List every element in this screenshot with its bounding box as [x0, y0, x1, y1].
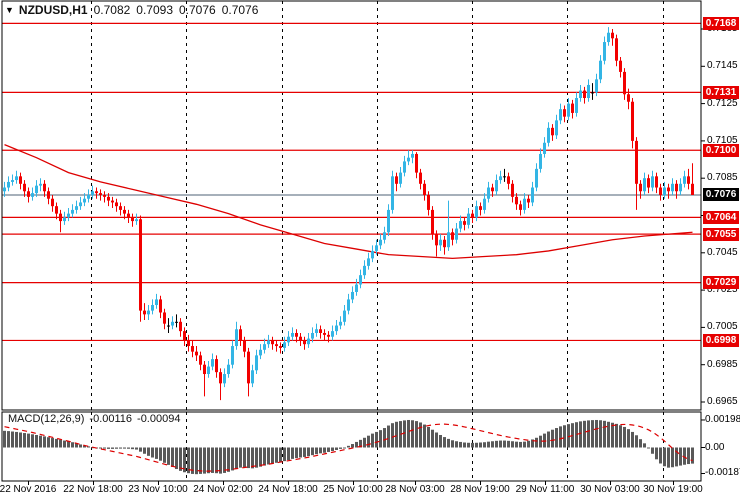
price-axis-label: 0.7085: [707, 172, 738, 184]
ohlc-open: 0.7082: [93, 3, 131, 17]
price-axis-label: 0.7105: [707, 134, 738, 146]
price-level-badge: 0.7100: [703, 143, 739, 157]
time-axis-label: 24 Nov 18:00: [258, 484, 318, 495]
macd-signal-value: -0.00094: [137, 413, 181, 425]
ohlc-low: 0.7076: [179, 3, 216, 17]
price-level-badge: 0.7131: [703, 85, 739, 99]
price-axis-label: 0.7125: [707, 97, 738, 109]
time-axis-label: 28 Nov 19:00: [450, 484, 510, 495]
chart-title: ▼ NZDUSD,H1 0.7082 0.7093 0.7076 0.7076: [5, 3, 258, 17]
price-level-badge: 0.7029: [703, 276, 739, 290]
symbol-direction-icon: ▼: [5, 5, 14, 15]
price-level-badge: 0.7064: [703, 210, 739, 224]
candles: [3, 27, 694, 401]
price-axis-label: 0.6985: [707, 358, 738, 370]
time-axis-label: 29 Nov 11:00: [515, 484, 575, 495]
macd-value: -0.00116: [89, 413, 133, 425]
macd-axis-label: 0.00198: [705, 413, 740, 425]
ohlc-high: 0.7093: [136, 3, 173, 17]
time-axis-label: 22 Nov 2016: [0, 484, 57, 495]
price-axis-label: 0.7005: [707, 321, 738, 333]
time-axis-label: 25 Nov 10:00: [323, 484, 383, 495]
time-axis-label: 30 Nov 19:00: [643, 484, 703, 495]
time-axis-label: 23 Nov 10:00: [128, 484, 188, 495]
time-axis-label: 30 Nov 03:00: [580, 484, 640, 495]
ohlc-close: 0.7076: [221, 3, 259, 17]
time-axis-label: 24 Nov 02:00: [193, 484, 253, 495]
time-axis-label: 22 Nov 18:00: [63, 484, 123, 495]
macd-pane-frame: [1, 411, 702, 482]
symbol-period-label: NZDUSD,H1: [18, 3, 88, 17]
current-price-badge: 0.7076: [703, 188, 739, 202]
price-axis-label: 0.7045: [707, 246, 738, 258]
moving-average-line: [4, 144, 693, 260]
macd-name: MACD(12,26,9): [8, 413, 85, 425]
macd-indicator-label: MACD(12,26,9) -0.00116 -0.00094: [8, 413, 180, 425]
price-axis-label: 0.7145: [707, 60, 738, 72]
price-axis-label: 0.6965: [707, 396, 738, 407]
macd-axis-label: 0.00: [705, 441, 725, 453]
macd-pane[interactable]: [3, 412, 694, 481]
price-level-badge: 0.7168: [703, 16, 739, 30]
main-pane-frame: [1, 0, 702, 411]
time-axis-label: 28 Nov 03:00: [385, 484, 445, 495]
macd-histogram: [3, 419, 694, 475]
macd-axis-label: -0.00187: [705, 467, 740, 479]
macd-signal-line: [4, 423, 693, 472]
price-level-badge: 0.6998: [703, 333, 739, 347]
price-level-badge: 0.7055: [703, 227, 739, 241]
main-pane[interactable]: [2, 1, 701, 410]
price-axis-label: 0.7025: [707, 284, 738, 296]
